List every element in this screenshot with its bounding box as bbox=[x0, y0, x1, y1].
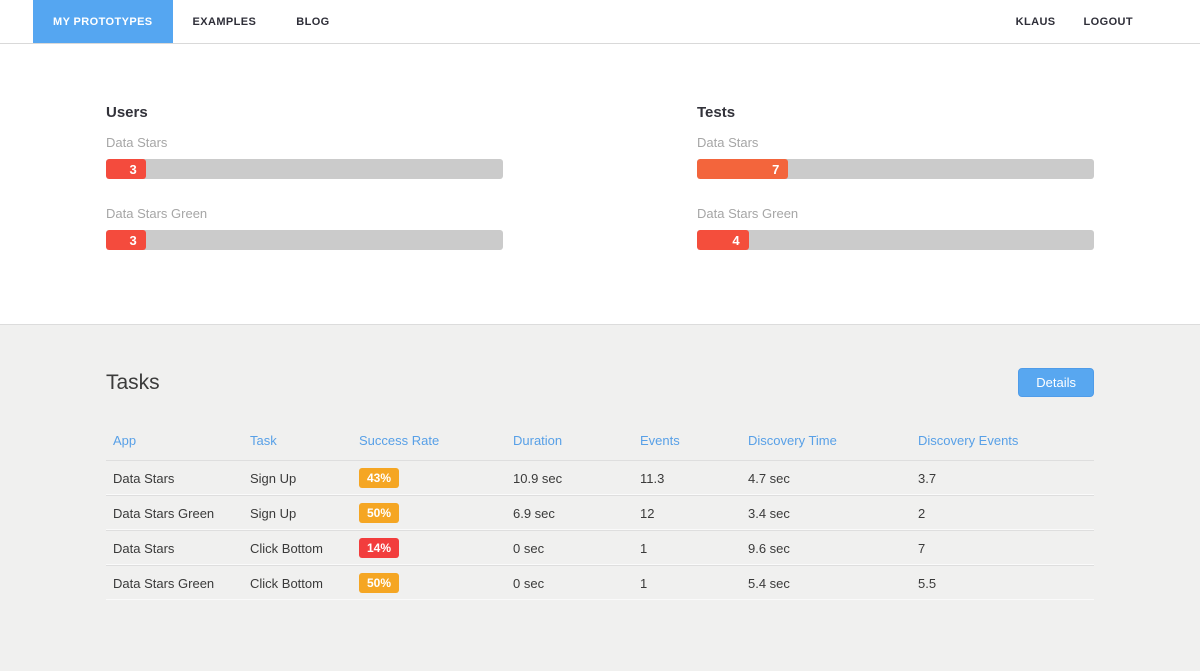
progress-value: 3 bbox=[129, 161, 137, 177]
cell-success-rate: 50% bbox=[352, 566, 506, 600]
users-heading: Users bbox=[106, 104, 148, 121]
table-row: Data Stars Click Bottom 14% 0 sec 1 9.6 … bbox=[106, 530, 1094, 565]
tests-data-stars-green-group: Data Stars Green 4 bbox=[697, 206, 1094, 250]
nav-left: MY PROTOTYPES EXAMPLES BLOG bbox=[0, 0, 350, 43]
table-row: Data Stars Sign Up 43% 10.9 sec 11.3 4.7… bbox=[106, 460, 1094, 495]
nav-tab-blog[interactable]: BLOG bbox=[296, 15, 330, 28]
column-header-task[interactable]: Task bbox=[250, 433, 277, 448]
nav-tab-examples[interactable]: EXAMPLES bbox=[192, 15, 257, 28]
cell-task: Click Bottom bbox=[250, 540, 323, 556]
cell-success-rate: 14% bbox=[352, 531, 506, 565]
nav-right: KLAUS LOGOUT bbox=[1002, 0, 1200, 43]
nav-user-name[interactable]: KLAUS bbox=[1015, 15, 1056, 28]
cell-discovery-time: 3.4 sec bbox=[748, 505, 790, 521]
progress-bar: 4 bbox=[697, 230, 1094, 250]
progress-fill: 3 bbox=[106, 159, 146, 179]
users-column: Users Data Stars 3 Data Stars Green 3 bbox=[106, 104, 503, 324]
cell-success-rate: 43% bbox=[352, 461, 506, 495]
tasks-table: App Task Success Rate Duration Events Di… bbox=[106, 433, 1094, 600]
cell-discovery-events: 3.7 bbox=[918, 470, 937, 486]
cell-discovery-events: 7 bbox=[918, 540, 926, 556]
cell-discovery-time: 4.7 sec bbox=[748, 470, 790, 486]
progress-value: 4 bbox=[732, 232, 740, 248]
column-header-discovery-events[interactable]: Discovery Events bbox=[918, 433, 1019, 448]
column-header-discovery-time[interactable]: Discovery Time bbox=[748, 433, 837, 448]
table-body: Data Stars Sign Up 43% 10.9 sec 11.3 4.7… bbox=[106, 460, 1094, 600]
column-header-duration[interactable]: Duration bbox=[513, 433, 563, 448]
cell-duration: 0 sec bbox=[513, 540, 545, 556]
tests-heading: Tests bbox=[697, 104, 736, 121]
success-rate-badge: 50% bbox=[359, 503, 399, 523]
cell-task: Click Bottom bbox=[250, 575, 323, 591]
column-header-success-rate[interactable]: Success Rate bbox=[359, 433, 440, 448]
cell-discovery-time: 5.4 sec bbox=[748, 575, 790, 591]
nav-tab-my-prototypes[interactable]: MY PROTOTYPES bbox=[33, 0, 173, 43]
cell-duration: 6.9 sec bbox=[513, 505, 555, 521]
progress-label: Data Stars Green bbox=[697, 206, 799, 221]
progress-bar: 3 bbox=[106, 159, 503, 179]
progress-bar: 3 bbox=[106, 230, 503, 250]
tasks-section: Tasks Details App Task Success Rate Dura… bbox=[0, 324, 1200, 671]
cell-app: Data Stars Green bbox=[113, 575, 215, 591]
cell-duration: 0 sec bbox=[513, 575, 545, 591]
progress-fill: 7 bbox=[697, 159, 789, 179]
column-header-events[interactable]: Events bbox=[640, 433, 680, 448]
column-header-app[interactable]: App bbox=[113, 433, 137, 448]
progress-value: 3 bbox=[129, 232, 137, 248]
progress-label: Data Stars bbox=[106, 135, 168, 150]
tasks-header-row: Tasks Details bbox=[106, 368, 1094, 397]
table-header: App Task Success Rate Duration Events Di… bbox=[106, 433, 1094, 460]
top-nav: MY PROTOTYPES EXAMPLES BLOG KLAUS LOGOUT bbox=[0, 0, 1200, 44]
table-row: Data Stars Green Sign Up 50% 6.9 sec 12 … bbox=[106, 495, 1094, 530]
details-button[interactable]: Details bbox=[1018, 368, 1094, 397]
cell-duration: 10.9 sec bbox=[513, 470, 563, 486]
progress-label: Data Stars bbox=[697, 135, 759, 150]
nav-logout-link[interactable]: LOGOUT bbox=[1083, 15, 1133, 28]
success-rate-badge: 50% bbox=[359, 573, 399, 593]
table-row: Data Stars Green Click Bottom 50% 0 sec … bbox=[106, 565, 1094, 600]
progress-bar: 7 bbox=[697, 159, 1094, 179]
success-rate-badge: 14% bbox=[359, 538, 399, 558]
users-data-stars-group: Data Stars 3 bbox=[106, 135, 503, 179]
cell-events: 1 bbox=[640, 575, 648, 591]
cell-task: Sign Up bbox=[250, 505, 297, 521]
tests-column: Tests Data Stars 7 Data Stars Green 4 bbox=[697, 104, 1094, 324]
cell-app: Data Stars bbox=[113, 470, 175, 486]
progress-fill: 3 bbox=[106, 230, 146, 250]
cell-discovery-events: 5.5 bbox=[918, 575, 937, 591]
cell-app: Data Stars bbox=[113, 540, 175, 556]
cell-task: Sign Up bbox=[250, 470, 297, 486]
progress-label: Data Stars Green bbox=[106, 206, 208, 221]
cell-discovery-events: 2 bbox=[918, 505, 926, 521]
users-data-stars-green-group: Data Stars Green 3 bbox=[106, 206, 503, 250]
progress-value: 7 bbox=[772, 161, 780, 177]
cell-events: 1 bbox=[640, 540, 648, 556]
cell-app: Data Stars Green bbox=[113, 505, 215, 521]
cell-discovery-time: 9.6 sec bbox=[748, 540, 790, 556]
cell-events: 12 bbox=[640, 505, 655, 521]
tests-data-stars-group: Data Stars 7 bbox=[697, 135, 1094, 179]
success-rate-badge: 43% bbox=[359, 468, 399, 488]
tasks-title: Tasks bbox=[106, 370, 160, 394]
stats-section: Users Data Stars 3 Data Stars Green 3 Te… bbox=[0, 44, 1200, 324]
cell-events: 11.3 bbox=[640, 470, 665, 486]
cell-success-rate: 50% bbox=[352, 496, 506, 530]
progress-fill: 4 bbox=[697, 230, 749, 250]
